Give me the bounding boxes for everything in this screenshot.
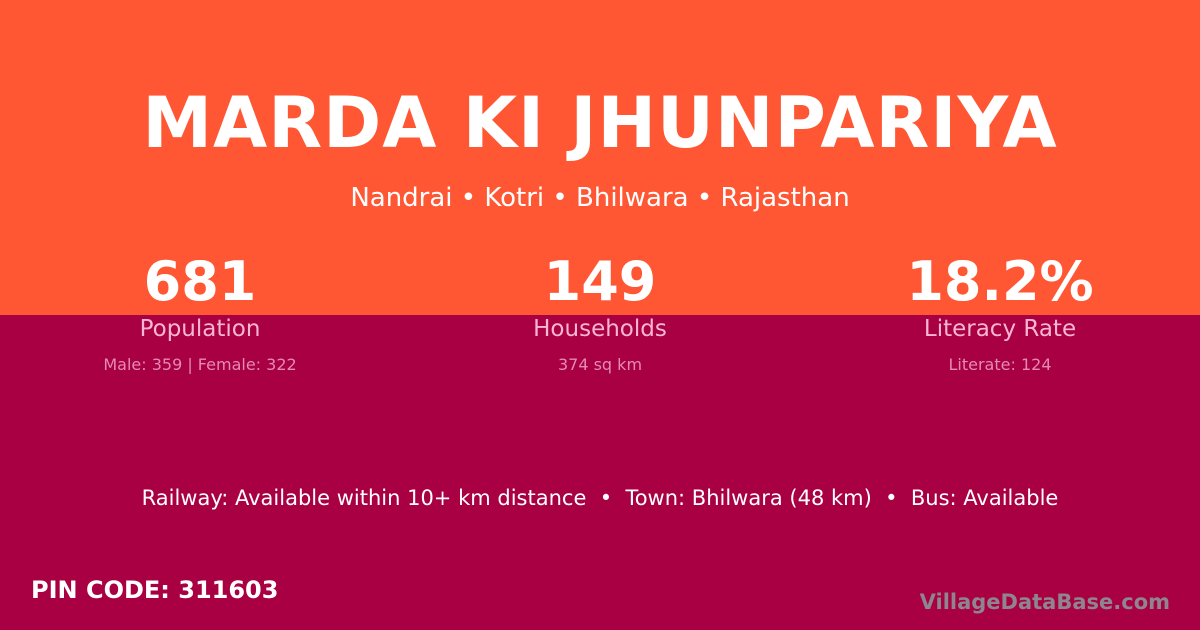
stat-label: Population bbox=[139, 316, 261, 342]
stat-detail: 374 sq km bbox=[557, 355, 643, 374]
stat-detail: Literate: 124 bbox=[948, 355, 1052, 374]
brand-watermark: VillageDataBase.com bbox=[919, 590, 1170, 614]
stat-value: 18.2% bbox=[906, 250, 1094, 313]
pin-code: PIN CODE: 311603 bbox=[31, 576, 279, 604]
header-band bbox=[0, 0, 1200, 315]
stat-label: Households bbox=[533, 316, 667, 342]
location-breadcrumb: Nandrai • Kotri • Bhilwara • Rajasthan bbox=[350, 183, 850, 213]
village-title: MARDA KI JHUNPARIYA bbox=[142, 82, 1058, 164]
stat-label: Literacy Rate bbox=[923, 316, 1077, 342]
stat-detail: Male: 359 | Female: 322 bbox=[103, 355, 297, 374]
stat-value: 149 bbox=[543, 250, 657, 313]
stat-value: 681 bbox=[143, 250, 257, 313]
transport-info: Railway: Available within 10+ km distanc… bbox=[141, 486, 1059, 510]
